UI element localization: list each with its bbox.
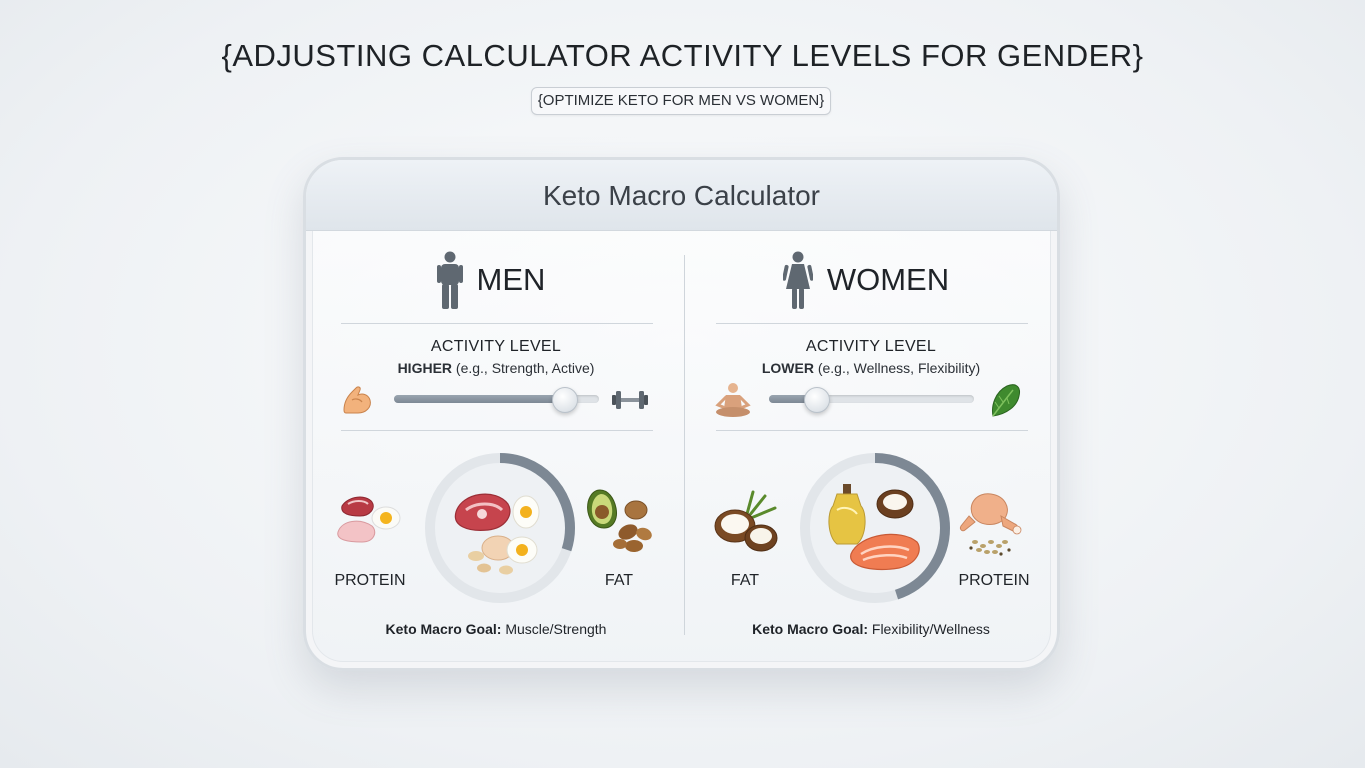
women-panel: WOMEN ACTIVITY LEVEL LOWER (e.g., Wellne… — [701, 230, 1057, 668]
men-macro-right-label: FAT — [604, 572, 634, 589]
women-slider-thumb[interactable] — [804, 387, 831, 413]
men-macro-row: PROTEIN FAT — [326, 450, 666, 610]
men-macro-goal: Keto Macro Goal: Muscle/Strength — [326, 621, 666, 637]
women-macro-goal: Keto Macro Goal: Flexibility/Wellness — [701, 621, 1041, 637]
women-activity-slider[interactable] — [769, 387, 974, 413]
women-activity-desc: LOWER (e.g., Wellness, Flexibility) — [701, 360, 1041, 376]
male-person-icon — [436, 251, 463, 309]
women-macro-ring — [797, 450, 953, 606]
men-divider-top — [341, 323, 653, 324]
women-macro-right-label: PROTEIN — [958, 572, 1030, 589]
dumbbell-icon — [612, 391, 648, 409]
meat-egg-icon — [337, 496, 401, 543]
women-slider-fill — [769, 395, 817, 403]
women-activity-examples: (e.g., Wellness, Flexibility) — [817, 360, 981, 376]
steak-eggs-icon — [454, 493, 540, 575]
men-slider-fill — [394, 395, 565, 403]
men-activity-slider[interactable] — [394, 387, 599, 413]
women-activity-title: ACTIVITY LEVEL — [805, 338, 937, 355]
avocado-nuts-icon — [587, 489, 652, 552]
card-title: Keto Macro Calculator — [542, 180, 820, 211]
women-macro-row: FAT PROTEIN — [701, 450, 1041, 610]
flexed-bicep-icon — [343, 386, 371, 414]
men-label: MEN — [476, 262, 546, 297]
meditation-icon — [715, 383, 751, 417]
card-header — [306, 160, 1057, 231]
women-divider-bottom — [716, 430, 1028, 431]
oil-salmon-coconut-icon — [828, 484, 920, 571]
women-goal-label: Keto Macro Goal: — [752, 621, 868, 637]
men-goal-label: Keto Macro Goal: — [385, 621, 502, 637]
men-ring-fill — [425, 453, 575, 603]
women-label: WOMEN — [826, 262, 950, 297]
men-activity-slider-row — [338, 378, 658, 420]
men-activity-examples: (e.g., Strength, Active) — [455, 360, 595, 376]
chicken-seeds-icon — [960, 493, 1022, 556]
subtitle-badge: {OPTIMIZE KETO FOR MEN VS WOMEN} — [531, 87, 831, 115]
men-activity-desc: HIGHER (e.g., Strength, Active) — [326, 360, 666, 376]
women-activity-level: LOWER — [761, 360, 814, 376]
men-panel: MEN ACTIVITY LEVEL HIGHER (e.g., Strengt… — [326, 230, 686, 668]
men-goal-value: Muscle/Strength — [505, 621, 607, 637]
women-macro-left-label: FAT — [730, 572, 760, 589]
women-heading: WOMEN — [701, 250, 1031, 310]
men-heading: MEN — [326, 250, 656, 310]
leafy-greens-icon — [992, 384, 1020, 417]
panel-divider — [684, 255, 685, 635]
men-divider-bottom — [341, 430, 653, 431]
men-activity-level: HIGHER — [397, 360, 453, 376]
men-macro-ring — [422, 450, 578, 606]
coconut-icon — [714, 490, 778, 552]
men-activity-title: ACTIVITY LEVEL — [430, 338, 562, 355]
female-person-icon — [782, 251, 813, 309]
men-slider-thumb[interactable] — [552, 387, 579, 413]
calculator-card: Keto Macro Calculator MEN ACTIVITY LEVEL… — [303, 157, 1060, 671]
women-ring-fill — [800, 453, 950, 603]
women-goal-value: Flexibility/Wellness — [871, 621, 990, 637]
women-divider-top — [716, 323, 1028, 324]
page-title: {ADJUSTING CALCULATOR ACTIVITY LEVELS FO… — [221, 38, 1144, 73]
men-macro-left-label: PROTEIN — [334, 572, 406, 589]
women-activity-slider-row — [713, 378, 1033, 420]
